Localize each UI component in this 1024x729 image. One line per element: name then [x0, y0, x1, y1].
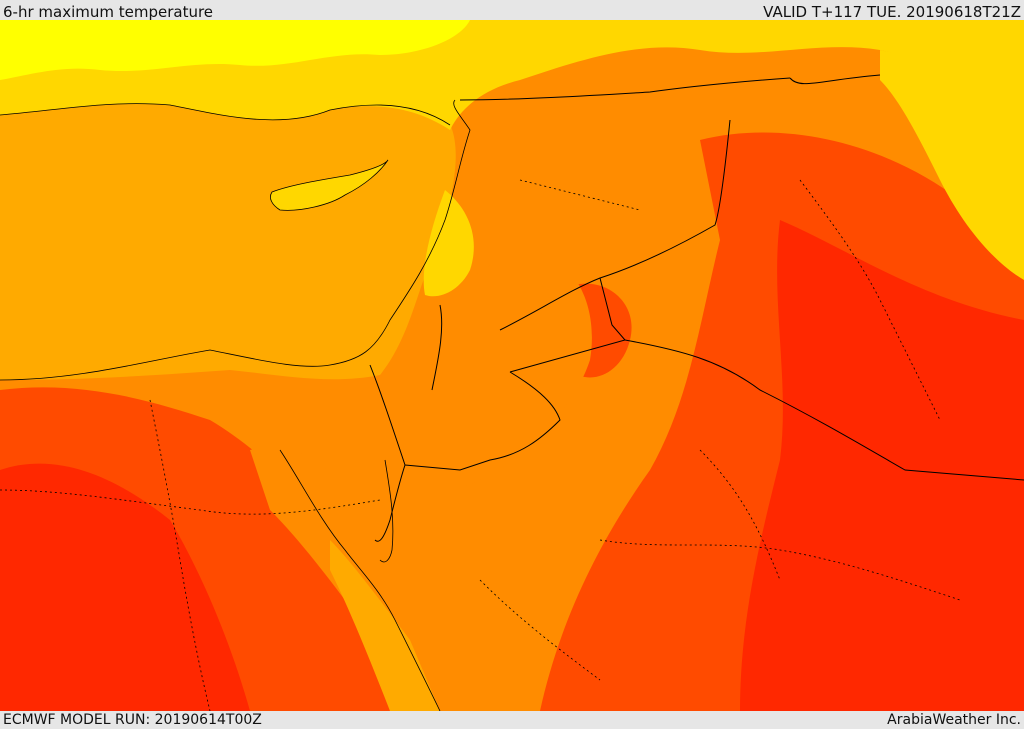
cyprus — [270, 159, 389, 211]
map-svg — [0, 20, 1024, 711]
temperature-map — [0, 20, 1024, 711]
national-borders — [369, 74, 1024, 542]
zagros-yellow — [880, 40, 1024, 280]
deep-red-east — [740, 220, 1024, 711]
mediterranean-sea — [0, 85, 456, 380]
footer-bar: ECMWF MODEL RUN: 20190614T00Z ArabiaWeat… — [0, 711, 1024, 729]
header-bar: 6-hr maximum temperature VALID T+117 TUE… — [0, 0, 1024, 20]
map-title: 6-hr maximum temperature — [3, 3, 214, 21]
deep-red-southwest — [0, 463, 250, 711]
orange-band-levant — [380, 250, 592, 490]
model-run-label: ECMWF MODEL RUN: 20190614T00Z — [3, 712, 262, 728]
valid-time: VALID T+117 TUE. 20190618T21Z — [763, 3, 1021, 21]
credit-label: ArabiaWeather Inc. — [887, 712, 1021, 728]
coastlines — [0, 99, 471, 711]
lebanon-yellow — [423, 190, 474, 297]
red-sea-band — [330, 540, 440, 711]
sinai-band — [250, 447, 410, 620]
province-boundaries — [0, 179, 961, 711]
anatolia-yellow — [0, 20, 470, 80]
